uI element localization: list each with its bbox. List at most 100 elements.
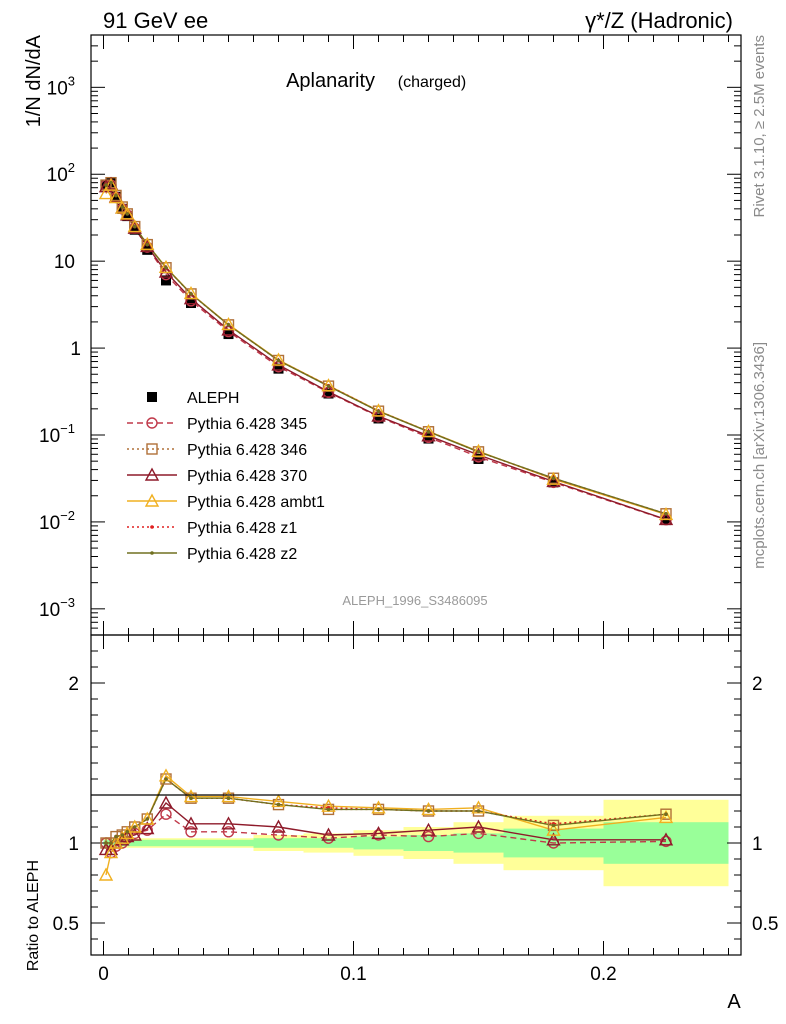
ratio-point-pythia-6-428-346: [547, 819, 560, 832]
legend-marker-pythia-6-428-z1: [150, 525, 154, 529]
ratio-point-pythia-6-428-z2: [120, 833, 125, 837]
ratio-point-pythia-6-428-345: [472, 827, 485, 840]
ratio-point-pythia-6-428-370: [221, 816, 236, 830]
ratio-point-pythia-6-428-370: [546, 832, 561, 846]
axis-ticks: 10−3 10−2 10−1 1 10 102 103 0 0.1 0.2 0.5 0.5 1 1 2 2: [39, 34, 778, 985]
y-tick-label: 10−2: [39, 508, 75, 534]
point-pythia-6-428-ambt1: [108, 190, 124, 204]
ratio-y-tick-label: 2: [68, 674, 79, 695]
point-aleph: [473, 453, 484, 464]
ratio-point-pythia-6-428-ambt1: [371, 800, 386, 814]
point-aleph: [161, 275, 171, 286]
ratio-point-pythia-6-428-ambt1: [421, 801, 436, 816]
legend-marker-pythia-6-428-ambt1: [144, 493, 160, 507]
ratio-point-pythia-6-428-370: [271, 819, 286, 833]
ratio-point-pythia-6-428-346: [660, 808, 672, 820]
point-pythia-6-428-z2: [164, 265, 168, 270]
point-pythia-6-428-370: [421, 428, 436, 442]
ratio-point-pythia-6-428-z2: [476, 809, 481, 813]
analysis-label: ALEPH_1996_S3486095: [342, 593, 487, 608]
ratio-y-tick-label-right: 1: [752, 834, 763, 855]
ratio-point-pythia-6-428-ambt1: [271, 793, 286, 808]
point-pythia-6-428-ambt1: [321, 378, 336, 392]
rivet-version-label: Rivet 3.1.10, ≥ 2.5M events: [751, 35, 768, 218]
ratio-point-pythia-6-428-ambt1: [103, 845, 119, 859]
ratio-point-pythia-6-428-ambt1: [546, 822, 561, 836]
ratio-series-markers: [98, 768, 674, 881]
x-tick-label: 0: [98, 964, 109, 985]
y-tick-label: 10−1: [39, 421, 75, 447]
point-pythia-6-428-370: [546, 474, 561, 488]
legend: ALEPH Pythia 6.428 345 Pythia 6.428 346 Pyt…: [127, 390, 325, 563]
x-tick-label: 0.2: [590, 964, 616, 985]
point-pythia-6-428-370: [140, 238, 155, 253]
ratio-point-pythia-6-428-ambt1: [120, 825, 135, 840]
ratio-point-pythia-6-428-370: [321, 827, 336, 841]
ratio-xlabel: A: [727, 991, 741, 1013]
point-pythia-6-428-ambt1: [98, 186, 114, 200]
legend-label-pythia-6-428-z1: Pythia 6.428 z1: [187, 520, 297, 537]
point-pythia-6-428-ambt1: [103, 177, 119, 191]
ratio-point-pythia-6-428-z2: [145, 817, 150, 821]
legend-label-pythia-6-428-z2: Pythia 6.428 z2: [187, 546, 297, 563]
chart-subtitle: (charged): [398, 74, 466, 91]
ratio-point-pythia-6-428-z2: [426, 809, 431, 813]
chart-title: Aplanarity: [286, 70, 375, 92]
stat-uncertainty-band: [141, 839, 154, 847]
series-line-pythia-6-428-346: [105, 181, 667, 515]
point-aleph: [423, 433, 434, 444]
legend-label-pythia-6-428-345: Pythia 6.428 345: [187, 416, 307, 433]
ratio-point-pythia-6-428-370: [183, 816, 199, 830]
ratio-point-pythia-6-428-370: [421, 822, 436, 836]
ratio-y-tick-label-right: 0.5: [752, 914, 778, 935]
point-pythia-6-428-ambt1: [221, 316, 236, 331]
ratio-y-tick-label: 0.5: [53, 914, 79, 935]
point-pythia-6-428-ambt1: [471, 443, 486, 457]
ratio-point-pythia-6-428-ambt1: [221, 789, 236, 803]
point-pythia-6-428-ambt1: [183, 286, 199, 300]
point-pythia-6-428-z2: [376, 409, 381, 413]
legend-marker-aleph: [147, 392, 157, 402]
point-pythia-6-428-z2: [120, 205, 125, 209]
ratio-point-pythia-6-428-z2: [132, 825, 137, 829]
ratio-point-pythia-6-428-370: [658, 832, 674, 846]
header-left: 91 GeV ee: [103, 8, 208, 33]
point-pythia-6-428-370: [98, 179, 114, 193]
ratio-point-pythia-6-428-345: [372, 829, 385, 841]
ratio-point-pythia-6-428-370: [103, 841, 119, 856]
point-pythia-6-428-370: [127, 220, 142, 234]
stat-uncertainty-band: [453, 833, 504, 853]
point-aleph: [323, 388, 334, 399]
point-pythia-6-428-z2: [109, 180, 113, 185]
point-pythia-6-428-z2: [226, 323, 231, 327]
ratio-point-pythia-6-428-345: [185, 826, 197, 838]
ratio-point-pythia-6-428-346: [422, 805, 435, 817]
point-pythia-6-428-z2: [132, 224, 137, 229]
legend-marker-pythia-6-428-345: [146, 417, 158, 429]
ratio-point-pythia-6-428-345: [272, 829, 285, 841]
point-aleph: [122, 211, 133, 222]
ratio-point-pythia-6-428-370: [115, 832, 130, 846]
ratio-y-tick-label: 1: [68, 834, 79, 855]
legend-marker-pythia-6-428-346: [146, 443, 158, 455]
main-panel-frame: [90, 34, 742, 636]
ratio-point-pythia-6-428-ambt1: [140, 811, 155, 825]
ratio-point-pythia-6-428-ambt1: [127, 819, 142, 833]
ratio-point-pythia-6-428-z2: [276, 802, 281, 807]
legend-label-pythia-6-428-ambt1: Pythia 6.428 ambt1: [187, 494, 325, 511]
y-tick-label: 103: [47, 73, 75, 99]
point-pythia-6-428-z2: [189, 292, 193, 296]
ratio-point-pythia-6-428-z2: [326, 807, 331, 812]
legend-label-aleph: ALEPH: [187, 390, 239, 407]
main-series-markers: [98, 176, 674, 526]
ratio-point-pythia-6-428-370: [471, 819, 486, 833]
point-aleph: [273, 363, 284, 374]
point-aleph: [223, 329, 234, 340]
point-aleph: [129, 224, 140, 235]
point-pythia-6-428-ambt1: [371, 403, 386, 417]
ratio-point-pythia-6-428-z2: [109, 841, 113, 845]
point-pythia-6-428-z2: [125, 212, 130, 216]
point-pythia-6-428-ambt1: [271, 352, 286, 366]
point-pythia-6-428-ambt1: [127, 219, 142, 233]
